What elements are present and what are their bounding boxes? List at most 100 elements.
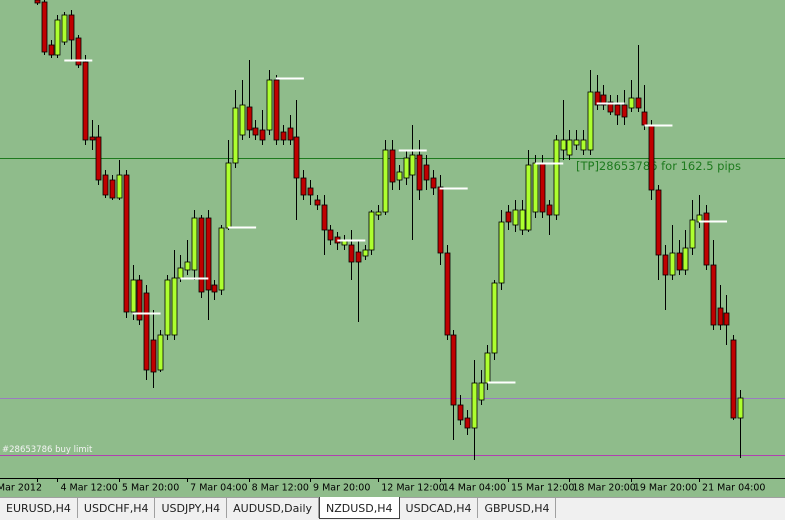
candle-body [375, 211, 382, 216]
candle-body [314, 199, 321, 206]
candle-body [539, 162, 546, 213]
x-tick-label: 9 Mar 20:00 [313, 483, 370, 494]
candle-body [471, 382, 478, 429]
candle-body [512, 209, 519, 226]
x-tick-label: 4 Mar 12:00 [60, 483, 117, 494]
x-tick-label: 18 Mar 20:00 [572, 483, 635, 494]
candle-body [546, 204, 553, 216]
x-tick-label: 8 Mar 12:00 [252, 483, 309, 494]
candle-body [82, 61, 89, 141]
candle-body [48, 44, 55, 56]
candle-body [710, 264, 717, 326]
candle-body [403, 157, 410, 179]
candle-body [218, 227, 225, 291]
candle-body [600, 94, 607, 106]
candle-body [75, 37, 82, 66]
candle-body [525, 164, 532, 231]
candle-body [614, 104, 621, 116]
x-tick-label: 5 Mar 20:00 [122, 483, 179, 494]
candle-body [396, 171, 403, 181]
candle-body [491, 282, 498, 354]
symbol-tab[interactable]: USDCHF,H4 [78, 498, 156, 518]
candle-body [89, 136, 96, 141]
candle-body [123, 174, 130, 313]
candle-body [266, 79, 273, 131]
candle-body [239, 104, 246, 136]
level-label: [TP]28653786 for 162.5 pips [576, 159, 741, 173]
candle-body [95, 136, 102, 181]
plot-background [0, 0, 785, 497]
symbol-tab[interactable]: AUDUSD,Daily [227, 498, 320, 518]
level-label: #28653786 buy limit [2, 445, 93, 455]
candle-body [280, 131, 287, 141]
candle-body [287, 127, 294, 141]
candle-body [730, 339, 737, 419]
candle-body [198, 217, 205, 293]
candle-body [566, 139, 573, 156]
candle-body [54, 19, 61, 56]
candle-body [587, 91, 594, 151]
candle-body [382, 149, 389, 213]
candle-body [655, 189, 662, 256]
candle-body [61, 14, 68, 43]
symbol-tab[interactable]: EURUSD,H4 [0, 498, 78, 518]
candle-body [662, 254, 669, 276]
candle-body [109, 179, 116, 199]
candle-body [130, 279, 137, 313]
candle-body [444, 252, 451, 336]
symbol-tab[interactable]: USDCAD,H4 [400, 498, 479, 518]
candle-body [594, 91, 601, 106]
candle-body [273, 79, 280, 141]
candle-body [607, 101, 614, 113]
candle-body [225, 162, 232, 229]
candle-body [211, 284, 218, 293]
candle-body [348, 244, 355, 263]
candle-body [635, 97, 642, 109]
candle-body [682, 247, 689, 271]
candle-body [293, 136, 300, 179]
candle-body [464, 417, 471, 429]
x-tick-label: 7 Mar 04:00 [190, 483, 247, 494]
symbol-tab[interactable]: GBPUSD,H4 [478, 498, 557, 518]
x-tick-label: 19 Mar 20:00 [634, 483, 697, 494]
candle-body [478, 382, 485, 401]
candle-body [164, 279, 171, 336]
x-tick-label: Mar 2012 [0, 483, 42, 494]
candle-body [116, 174, 123, 199]
chart: [TP]28653786 for 162.5 pips #28653786 buy… [0, 0, 785, 497]
symbol-tab[interactable]: NZDUSD,H4 [319, 497, 400, 519]
candle-body [191, 217, 198, 271]
candle-body [641, 111, 648, 126]
symbol-tab[interactable]: USDJPY,H4 [155, 498, 228, 518]
candle-body [171, 277, 178, 336]
candle-body [389, 149, 396, 183]
x-tick-label: 15 Mar 12:00 [511, 483, 574, 494]
candle-body [416, 154, 423, 191]
candle-body [676, 252, 683, 271]
candle-body [157, 334, 164, 371]
candle-body [307, 187, 314, 196]
candle-body [41, 1, 48, 53]
candle-body [362, 249, 369, 257]
candle-body [628, 97, 635, 109]
candle-body [68, 14, 75, 41]
candle-body [723, 312, 730, 326]
candle-body [184, 261, 191, 271]
x-tick-label: 21 Mar 04:00 [702, 483, 765, 494]
candle-body [327, 229, 334, 241]
candle-body [437, 186, 444, 254]
candle-body [177, 267, 184, 279]
candle-body [355, 251, 362, 263]
candle-body [703, 212, 710, 266]
candle-body [430, 177, 437, 189]
candle-body [205, 217, 212, 291]
candle-body [737, 397, 744, 419]
candle-body [519, 209, 526, 231]
candle-body [498, 221, 505, 284]
candle-body [648, 124, 655, 191]
candle-body [150, 339, 157, 373]
candle-body [136, 279, 143, 321]
candle-body [621, 104, 628, 118]
candle-body [232, 107, 239, 164]
